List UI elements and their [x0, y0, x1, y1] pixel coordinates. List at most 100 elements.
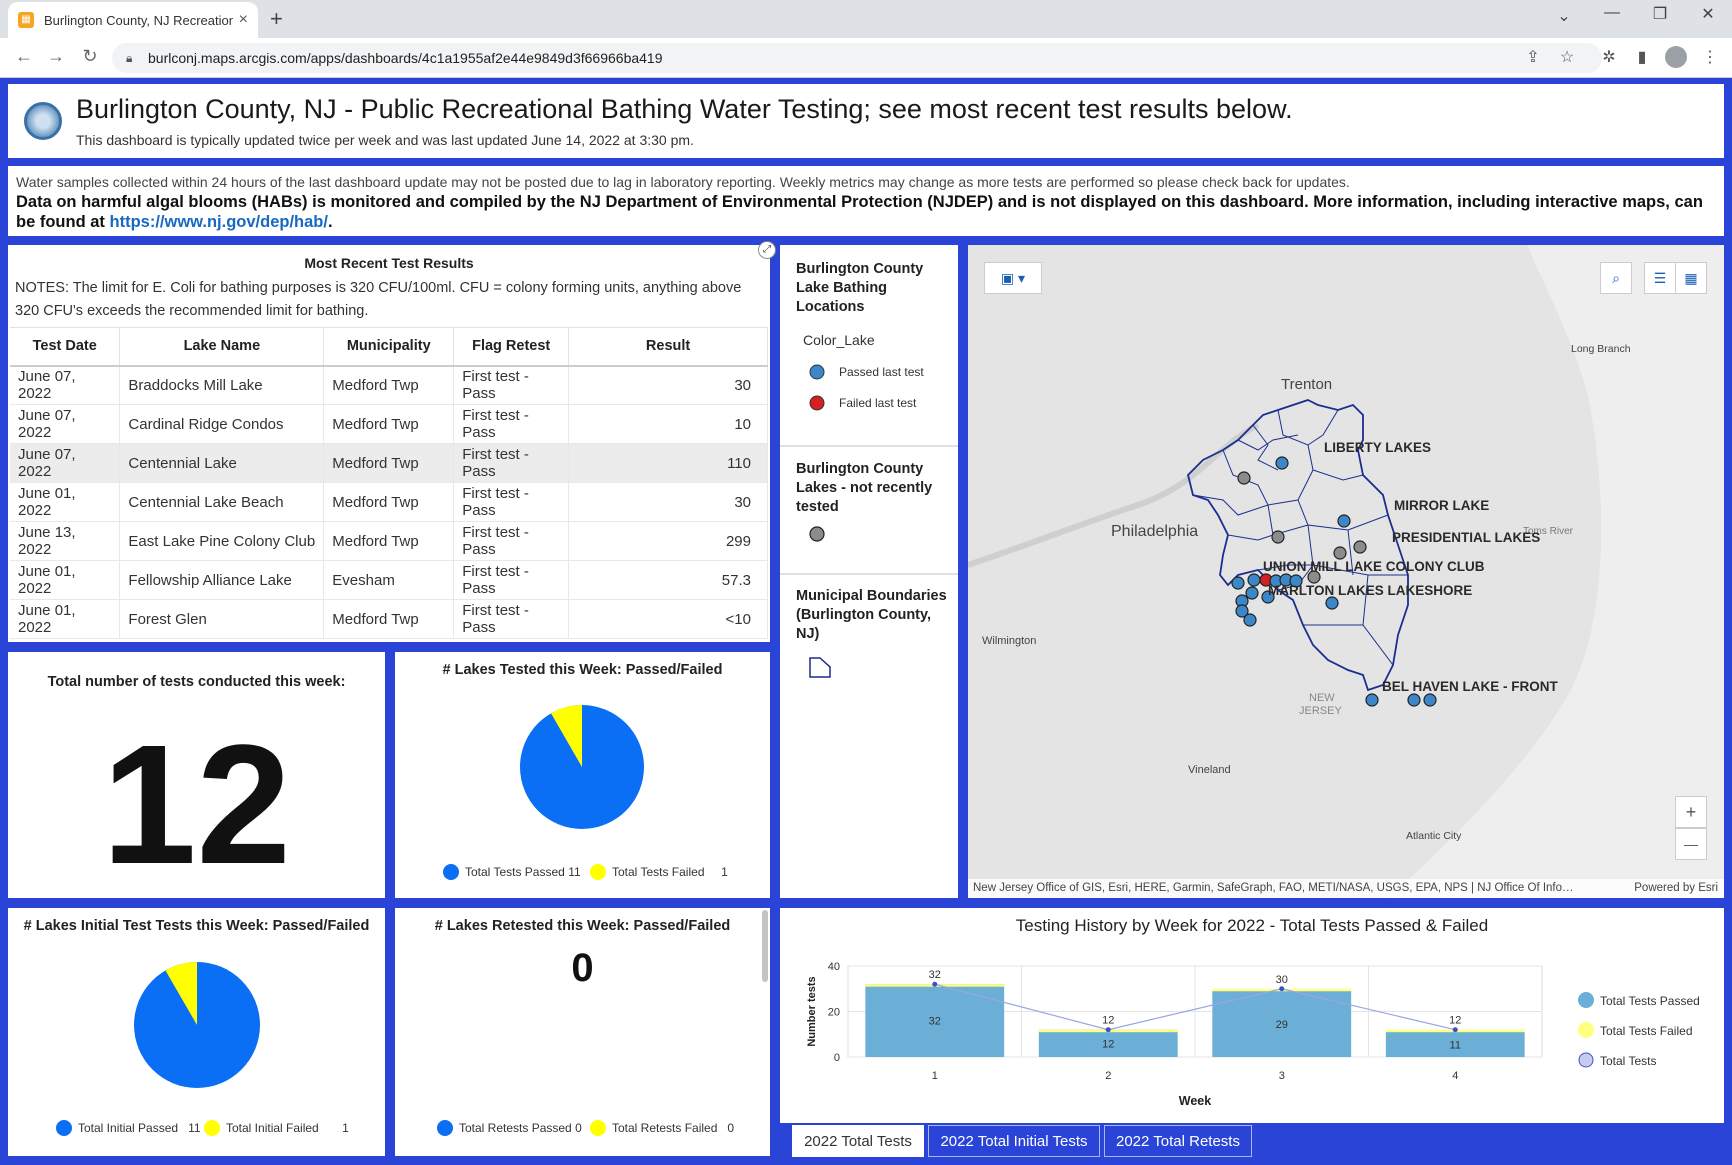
- legend-passed: Total Initial Passed 11: [56, 1120, 201, 1136]
- notice-panel: Water samples collected within 24 hours …: [8, 166, 1724, 236]
- map-label-atlantic-city: Atlantic City: [1406, 830, 1462, 842]
- table-cell: First test - Pass: [453, 560, 570, 600]
- table-cell: June 07, 2022: [10, 443, 121, 483]
- browser-tab[interactable]: ▦ Burlington County, NJ Recreation ×: [8, 2, 258, 38]
- failed-swatch: [204, 1120, 220, 1136]
- legend-button[interactable]: ☰: [1644, 262, 1676, 294]
- legend-value: 0: [727, 1121, 735, 1135]
- url-input[interactable]: 🔒︎ burlconj.maps.arcgis.com/apps/dashboa…: [112, 43, 1602, 73]
- table-cell: First test - Pass: [453, 521, 570, 561]
- table-cell: East Lake Pine Colony Club: [119, 521, 325, 561]
- basemap-toggle-button[interactable]: ▣ ▾: [984, 262, 1042, 294]
- powered-by-esri[interactable]: Powered by Esri: [1634, 882, 1718, 894]
- table-cell: June 01, 2022: [10, 560, 121, 600]
- back-arrow-icon[interactable]: ←: [15, 46, 33, 66]
- table-cell: <10: [568, 599, 768, 639]
- list-icon: ☰: [1653, 270, 1667, 286]
- map-label-wilmington: Wilmington: [982, 635, 1036, 647]
- table-cell: 10: [568, 404, 768, 444]
- map-view[interactable]: Trenton Philadelphia Wilmington Vineland…: [968, 245, 1724, 898]
- basemap-icon: ▣: [1000, 270, 1015, 286]
- table-cell: First test - Pass: [453, 599, 570, 639]
- attribution-text: New Jersey Office of GIS, Esri, HERE, Ga…: [973, 882, 1574, 894]
- table-cell: Cardinal Ridge Condos: [119, 404, 325, 444]
- table-header-row: Test Date Lake Name Municipality Flag Retes…: [10, 327, 768, 367]
- retests-scrollbar[interactable]: [762, 910, 768, 982]
- zoom-in-button[interactable]: +: [1675, 796, 1707, 828]
- pie-slice-failed[interactable]: [165, 962, 198, 1025]
- y-tick-label: 40: [828, 961, 840, 973]
- map-canvas[interactable]: Trenton Philadelphia Wilmington Vineland…: [968, 245, 1724, 898]
- table-row[interactable]: June 01, 2022 Forest Glen Medford Twp First…: [10, 599, 768, 639]
- recent-results-table-panel: Most Recent Test Results NOTES: The limi…: [8, 245, 770, 642]
- table-row[interactable]: June 07, 2022 Centennial Lake Medford Twp F…: [10, 443, 768, 483]
- column-header[interactable]: Lake Name: [119, 327, 325, 367]
- chevron-down-icon: ▾: [1018, 270, 1026, 286]
- legend-passed-label: Passed last test: [839, 365, 924, 379]
- x-tick-label: 3: [1279, 1070, 1285, 1082]
- map-legend-panel: Burlington County Lake Bathing Locations…: [780, 245, 958, 898]
- tab-total-tests[interactable]: 2022 Total Tests: [792, 1125, 924, 1157]
- bookmark-star-icon[interactable]: ☆: [1559, 49, 1575, 66]
- grid-icon: ▦: [1684, 270, 1698, 286]
- total-data-label: 32: [929, 969, 941, 981]
- tab-total-initial-tests[interactable]: 2022 Total Initial Tests: [928, 1125, 1100, 1157]
- legend-label: Total Retests Failed: [612, 1121, 718, 1135]
- notice-line2-text: Data on harmful algal blooms (HABs) is m…: [16, 193, 1703, 231]
- legend-layer3-title: Municipal Boundaries (Burlington County,…: [796, 588, 947, 642]
- extensions-icon[interactable]: ✲: [1602, 49, 1616, 66]
- hab-link[interactable]: https://www.nj.gov/dep/hab/: [109, 213, 328, 231]
- close-tab-icon[interactable]: ×: [238, 11, 248, 28]
- table-row[interactable]: June 13, 2022 East Lake Pine Colony Club M…: [10, 521, 768, 561]
- new-tab-button[interactable]: +: [270, 6, 283, 31]
- column-header[interactable]: Flag Retest: [453, 327, 570, 367]
- column-header[interactable]: Municipality: [323, 327, 455, 367]
- table-row[interactable]: June 07, 2022 Cardinal Ridge Condos Medfor…: [10, 404, 768, 444]
- table-cell: Medford Twp: [323, 599, 455, 639]
- side-panel-icon[interactable]: ▮: [1637, 49, 1647, 66]
- table-row[interactable]: June 07, 2022 Braddocks Mill Lake Medford …: [10, 365, 768, 405]
- minimize-button[interactable]: —: [1604, 4, 1620, 21]
- table-row[interactable]: June 01, 2022 Fellowship Alliance Lake Eve…: [10, 560, 768, 600]
- url-text: burlconj.maps.arcgis.com/apps/dashboards…: [148, 50, 663, 66]
- bar-data-label: 11: [1450, 1039, 1461, 1051]
- total-data-label: 30: [1276, 974, 1288, 986]
- column-header[interactable]: Result: [568, 327, 768, 367]
- search-button[interactable]: ⌕: [1600, 262, 1632, 294]
- legend-failed-label: Total Tests Failed: [1600, 1024, 1693, 1038]
- legend-passed: Total Tests Passed 11: [443, 864, 581, 880]
- profile-avatar[interactable]: [1665, 46, 1687, 68]
- map-label-liberty: LIBERTY LAKES: [1324, 440, 1431, 455]
- tab-title: Burlington County, NJ Recreation: [44, 12, 233, 28]
- total-data-label: 12: [1449, 1015, 1461, 1027]
- map-label-mirror: MIRROR LAKE: [1394, 498, 1489, 513]
- tab-search-icon[interactable]: ⌄: [1557, 8, 1571, 25]
- map-attribution: New Jersey Office of GIS, Esri, HERE, Ga…: [968, 879, 1724, 898]
- expand-icon[interactable]: ⤢: [758, 241, 776, 259]
- testing-history-chart-panel: Testing History by Week for 2022 - Total…: [780, 908, 1724, 1123]
- column-header[interactable]: Test Date: [10, 327, 121, 367]
- map-label-jersey: JERSEY: [1299, 705, 1342, 717]
- legend-failed: Total Retests Failed 0: [590, 1120, 734, 1136]
- tab-total-retests[interactable]: 2022 Total Retests: [1104, 1125, 1252, 1157]
- page-subtitle: This dashboard is typically updated twic…: [76, 132, 694, 148]
- menu-dots-icon[interactable]: ⋮: [1702, 49, 1718, 66]
- retests-zero-value: 0: [571, 946, 594, 990]
- forward-arrow-icon[interactable]: →: [47, 46, 65, 66]
- close-window-button[interactable]: ✕: [1701, 6, 1715, 23]
- table-title: Most Recent Test Results: [304, 255, 474, 271]
- zoom-out-button[interactable]: —: [1675, 828, 1707, 860]
- table-cell: Forest Glen: [119, 599, 325, 639]
- reload-icon[interactable]: ↻: [82, 46, 98, 66]
- map-markers[interactable]: [1231, 456, 1437, 707]
- layers-button[interactable]: ▦: [1675, 262, 1707, 294]
- notice-line2: Data on harmful algal blooms (HABs) is m…: [16, 192, 1716, 232]
- map-place-labels: Trenton Philadelphia Wilmington Vineland…: [982, 343, 1631, 842]
- maximize-button[interactable]: ❐: [1652, 6, 1668, 23]
- table-cell: First test - Pass: [453, 365, 570, 405]
- pie-slice-failed[interactable]: [551, 705, 582, 767]
- table-row[interactable]: June 01, 2022 Centennial Lake Beach Medfor…: [10, 482, 768, 522]
- pie-title: # Lakes Initial Test Tests this Week: Pa…: [23, 918, 370, 934]
- table-cell: June 13, 2022: [10, 521, 121, 561]
- share-icon[interactable]: ⇪: [1526, 49, 1540, 66]
